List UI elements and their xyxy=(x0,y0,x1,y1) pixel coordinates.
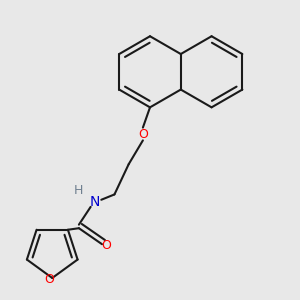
Text: O: O xyxy=(138,128,148,140)
Text: H: H xyxy=(74,184,84,197)
Text: N: N xyxy=(90,194,100,208)
Text: O: O xyxy=(44,273,54,286)
Text: O: O xyxy=(101,239,111,253)
